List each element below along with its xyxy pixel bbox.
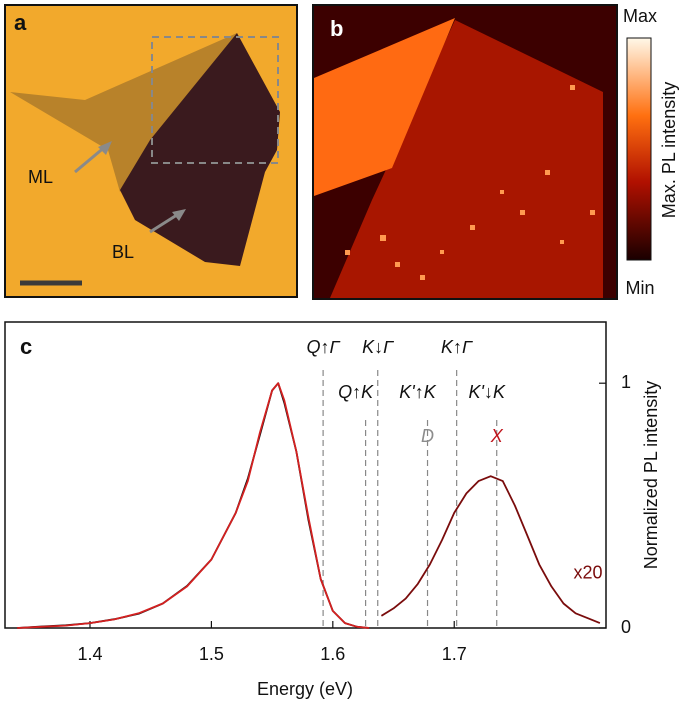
spectrum [380, 475, 601, 624]
scan-area [151, 36, 279, 164]
x-tick-label: 1.5 [199, 644, 224, 664]
panel-c: c Energy (eV) Normalized PL intensity 1.… [4, 321, 661, 699]
region-label: BL [112, 242, 134, 262]
arrow-head [98, 141, 112, 155]
monolayer-region [10, 33, 237, 192]
arrow [149, 211, 181, 234]
colorbar [626, 37, 652, 261]
y-tick-label: 0 [621, 617, 631, 637]
transition-label: Q↑K [338, 382, 374, 402]
scale-label: x20 [574, 562, 603, 582]
panel-letter: c [20, 334, 32, 359]
arrow-head [172, 209, 186, 221]
spectrum [17, 382, 370, 629]
x-tick-label: 1.4 [77, 644, 102, 664]
colorbar-min: Min [625, 278, 654, 298]
arrow [74, 144, 107, 174]
transition-label: K↑Γ [441, 337, 473, 357]
y-axis-label: Normalized PL intensity [641, 381, 661, 569]
panel-a: a ML BL [4, 4, 298, 298]
colorbar-max: Max [623, 6, 657, 26]
panel-letter: b [330, 16, 343, 41]
x-tick-label: 1.6 [320, 644, 345, 664]
transition-label: Q↑Γ [306, 337, 340, 357]
region-label: ML [28, 167, 53, 187]
y-tick-label: 1 [621, 372, 631, 392]
transition-label: K'↓K [469, 382, 506, 402]
peak-label: D [421, 426, 434, 446]
bilayer-region [120, 33, 280, 266]
colorbar-label: Max. PL intensity [659, 82, 679, 218]
x-tick-label: 1.7 [442, 644, 467, 664]
monolayer-pl [314, 18, 455, 196]
plot-frame [4, 321, 607, 629]
panel-letter: a [14, 10, 27, 35]
transition-label: K↓Γ [362, 337, 394, 357]
speckles [345, 85, 595, 280]
spectrum [17, 382, 370, 629]
peak-label: X [490, 426, 504, 446]
panel-b: b Max Min Max. PL intensity [312, 4, 679, 300]
bilayer-pl [330, 20, 603, 298]
transition-label: K'↑K [399, 382, 436, 402]
x-axis-label: Energy (eV) [257, 679, 353, 699]
